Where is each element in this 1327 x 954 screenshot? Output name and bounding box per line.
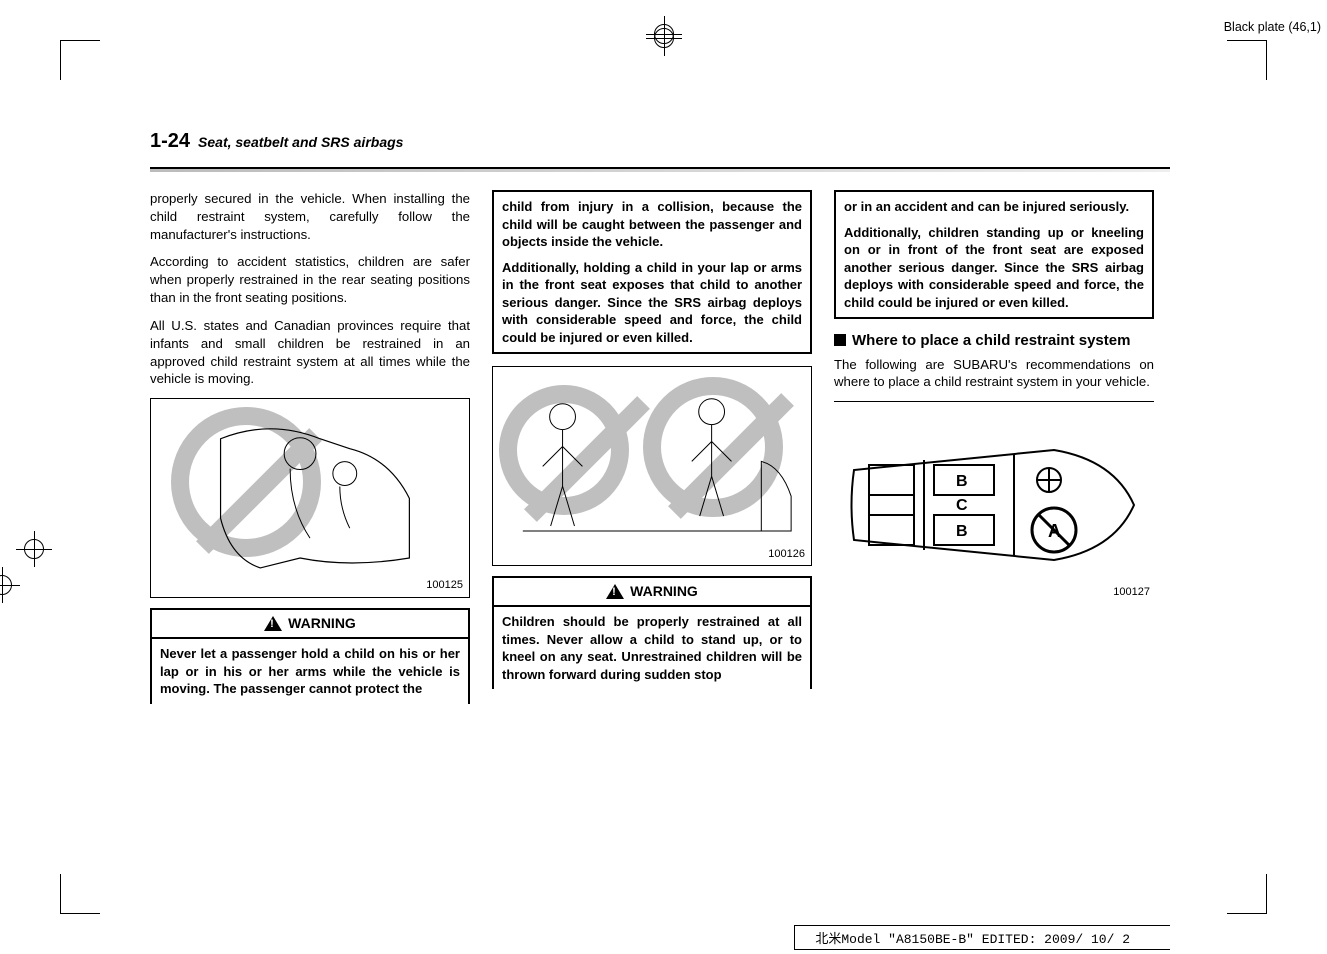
warning-icon — [264, 616, 282, 631]
warning-label-1: WARNING — [288, 614, 356, 633]
crop-mark-tl — [60, 40, 100, 80]
register-bottom — [646, 20, 682, 56]
warn-cont-1b: Additionally, holding a child in your la… — [502, 259, 802, 347]
warning-body-2: Children should be properly restrained a… — [494, 607, 810, 689]
warn-cont-2b: Additionally, children standing up or kn… — [844, 224, 1144, 312]
footer-model-info: 北米Model "A8150BE-B" EDITED: 2009/ 10/ 2 — [794, 925, 1170, 950]
column-2: child from injury in a collision, becaus… — [492, 190, 812, 710]
page-header: 1-24 Seat, seatbelt and SRS airbags — [150, 130, 1170, 153]
crop-mark-tr — [1227, 40, 1267, 80]
warning-icon-2 — [606, 584, 624, 599]
figure-code-3: 100127 — [1113, 585, 1150, 600]
page-number: 1-24 — [150, 130, 190, 153]
warning-title-1: WARNING — [152, 610, 468, 639]
warning-box-1: WARNING Never let a passenger hold a chi… — [150, 608, 470, 704]
figure-standing-children: 100126 — [492, 366, 812, 566]
subheading-text: Where to place a child restraint system — [852, 331, 1130, 351]
car-top-view-icon: A B B C — [834, 410, 1154, 600]
crop-mark-bl — [60, 874, 100, 914]
warning-label-2: WARNING — [630, 582, 698, 601]
illustration-standing-children — [493, 367, 811, 566]
section-title: Seat, seatbelt and SRS airbags — [198, 134, 403, 150]
warning-continuation-2: or in an accident and can be injured ser… — [834, 190, 1154, 319]
warning-body-1: Never let a passenger hold a child on hi… — [152, 639, 468, 704]
label-B2: B — [956, 523, 968, 540]
warn-cont-1a: child from injury in a collision, becaus… — [502, 198, 802, 251]
warning-box-2: WARNING Children should be properly rest… — [492, 576, 812, 689]
header-rule-light — [150, 169, 1170, 172]
figure-code-2: 100126 — [768, 547, 805, 562]
label-B1: B — [956, 473, 968, 490]
col1-para-2: According to accident statistics, childr… — [150, 253, 470, 306]
col1-para-1: properly secured in the vehicle. When in… — [150, 190, 470, 243]
warning-title-2: WARNING — [494, 578, 810, 607]
warn-cont-2a: or in an accident and can be injured ser… — [844, 198, 1144, 216]
crop-mark-br — [1227, 874, 1267, 914]
plate-label: Black plate (46,1) — [1224, 20, 1321, 34]
illustration-lap-child — [151, 399, 469, 598]
col3-para-1: The following are SUBARU's recommendatio… — [834, 356, 1154, 392]
columns: properly secured in the vehicle. When in… — [150, 190, 1170, 710]
subheading: Where to place a child restraint system — [834, 331, 1154, 351]
figure-lap-child: 100125 — [150, 398, 470, 598]
column-3: or in an accident and can be injured ser… — [834, 190, 1154, 710]
divider-line — [834, 401, 1154, 402]
label-C: C — [956, 497, 968, 514]
label-A: A — [1048, 521, 1061, 541]
col1-para-3: All U.S. states and Canadian provinces r… — [150, 317, 470, 388]
column-1: properly secured in the vehicle. When in… — [150, 190, 470, 710]
register-right — [0, 567, 20, 603]
bullet-square-icon — [834, 334, 846, 346]
figure-seat-positions: A B B C 100127 — [834, 410, 1154, 600]
figure-code-1: 100125 — [426, 578, 463, 593]
page-content: 1-24 Seat, seatbelt and SRS airbags prop… — [150, 130, 1170, 830]
register-left — [16, 531, 52, 567]
warning-continuation-1: child from injury in a collision, becaus… — [492, 190, 812, 354]
